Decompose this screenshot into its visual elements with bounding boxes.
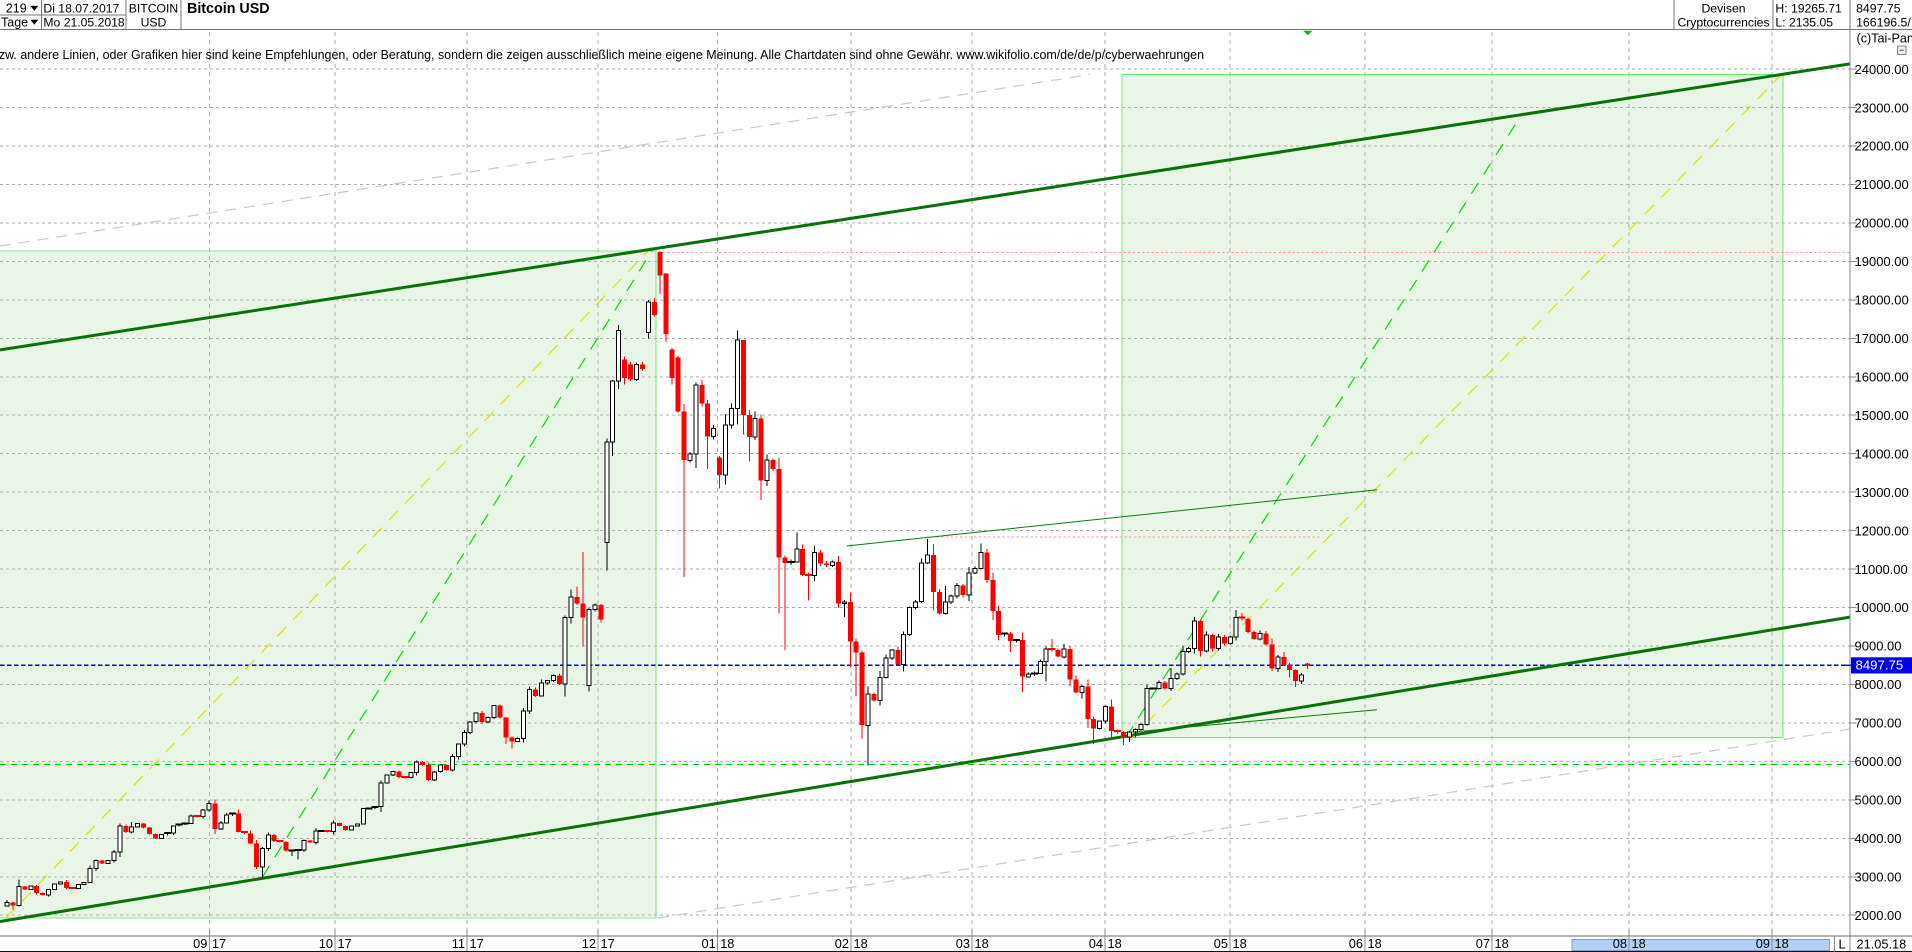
svg-text:Cryptocurrencies: Cryptocurrencies xyxy=(1677,16,1769,30)
svg-text:18: 18 xyxy=(1495,936,1509,951)
svg-text:L: 2135.05: L: 2135.05 xyxy=(1775,16,1833,30)
svg-text:3000.00: 3000.00 xyxy=(1855,870,1902,885)
svg-text:166196.5/: 166196.5/ xyxy=(1856,16,1911,30)
svg-text:17: 17 xyxy=(601,936,615,951)
svg-text:03: 03 xyxy=(956,936,970,951)
svg-text:8497.75: 8497.75 xyxy=(1856,1,1901,15)
svg-text:18: 18 xyxy=(1368,936,1382,951)
svg-text:18: 18 xyxy=(1233,936,1247,951)
svg-text:12: 12 xyxy=(582,936,596,951)
svg-text:18: 18 xyxy=(720,936,734,951)
svg-text:07: 07 xyxy=(1476,936,1490,951)
svg-text:BITCOIN: BITCOIN xyxy=(129,1,178,15)
svg-text:8497.75: 8497.75 xyxy=(1856,658,1904,673)
svg-text:6000.00: 6000.00 xyxy=(1855,754,1902,769)
svg-text:H: 19265.71: H: 19265.71 xyxy=(1775,1,1842,15)
svg-text:Devisen: Devisen xyxy=(1701,1,1745,15)
svg-text:16000.00: 16000.00 xyxy=(1855,370,1909,385)
svg-text:05: 05 xyxy=(1214,936,1228,951)
svg-text:(c)Tai-Pan: (c)Tai-Pan xyxy=(1857,31,1912,45)
svg-text:219: 219 xyxy=(6,1,27,15)
svg-text:bzw. andere Linien, oder Grafi: bzw. andere Linien, oder Grafiken hier s… xyxy=(0,48,1204,62)
svg-text:10000.00: 10000.00 xyxy=(1855,600,1909,615)
svg-text:18: 18 xyxy=(854,936,868,951)
svg-text:9000.00: 9000.00 xyxy=(1855,639,1902,654)
svg-text:22000.00: 22000.00 xyxy=(1855,139,1909,154)
svg-text:17: 17 xyxy=(212,936,226,951)
svg-text:Di 18.07.2017: Di 18.07.2017 xyxy=(43,1,119,15)
svg-text:21000.00: 21000.00 xyxy=(1855,177,1909,192)
svg-text:17: 17 xyxy=(470,936,484,951)
svg-text:2000.00: 2000.00 xyxy=(1855,908,1902,923)
svg-text:09: 09 xyxy=(193,936,207,951)
svg-text:4000.00: 4000.00 xyxy=(1855,831,1902,846)
svg-text:13000.00: 13000.00 xyxy=(1855,485,1909,500)
svg-text:14000.00: 14000.00 xyxy=(1855,446,1909,461)
svg-text:08: 08 xyxy=(1613,936,1627,951)
svg-text:04: 04 xyxy=(1089,936,1103,951)
svg-text:Bitcoin USD: Bitcoin USD xyxy=(187,1,270,17)
svg-text:20000.00: 20000.00 xyxy=(1855,216,1909,231)
svg-text:09: 09 xyxy=(1756,936,1770,951)
svg-text:06: 06 xyxy=(1349,936,1363,951)
svg-text:18000.00: 18000.00 xyxy=(1855,293,1909,308)
svg-text:USD: USD xyxy=(141,16,167,30)
svg-text:5000.00: 5000.00 xyxy=(1855,793,1902,808)
svg-text:01: 01 xyxy=(701,936,715,951)
svg-text:7000.00: 7000.00 xyxy=(1855,716,1902,731)
svg-text:02: 02 xyxy=(835,936,849,951)
svg-text:8000.00: 8000.00 xyxy=(1855,677,1902,692)
svg-text:17: 17 xyxy=(338,936,352,951)
svg-text:18: 18 xyxy=(1775,936,1789,951)
svg-text:19000.00: 19000.00 xyxy=(1855,254,1909,269)
svg-text:18: 18 xyxy=(1108,936,1122,951)
svg-text:Mo 21.05.2018: Mo 21.05.2018 xyxy=(43,16,125,30)
svg-text:18: 18 xyxy=(1632,936,1646,951)
svg-text:21.05.18: 21.05.18 xyxy=(1856,937,1906,952)
svg-text:Tage: Tage xyxy=(1,16,28,30)
svg-text:23000.00: 23000.00 xyxy=(1855,100,1909,115)
svg-text:18: 18 xyxy=(975,936,989,951)
svg-text:15000.00: 15000.00 xyxy=(1855,408,1909,423)
svg-text:L: L xyxy=(1838,937,1845,952)
svg-text:24000.00: 24000.00 xyxy=(1855,62,1909,77)
svg-text:11000.00: 11000.00 xyxy=(1855,562,1908,577)
svg-text:10: 10 xyxy=(319,936,333,951)
svg-text:11: 11 xyxy=(452,936,465,951)
svg-text:17000.00: 17000.00 xyxy=(1855,331,1909,346)
svg-text:12000.00: 12000.00 xyxy=(1855,523,1909,538)
